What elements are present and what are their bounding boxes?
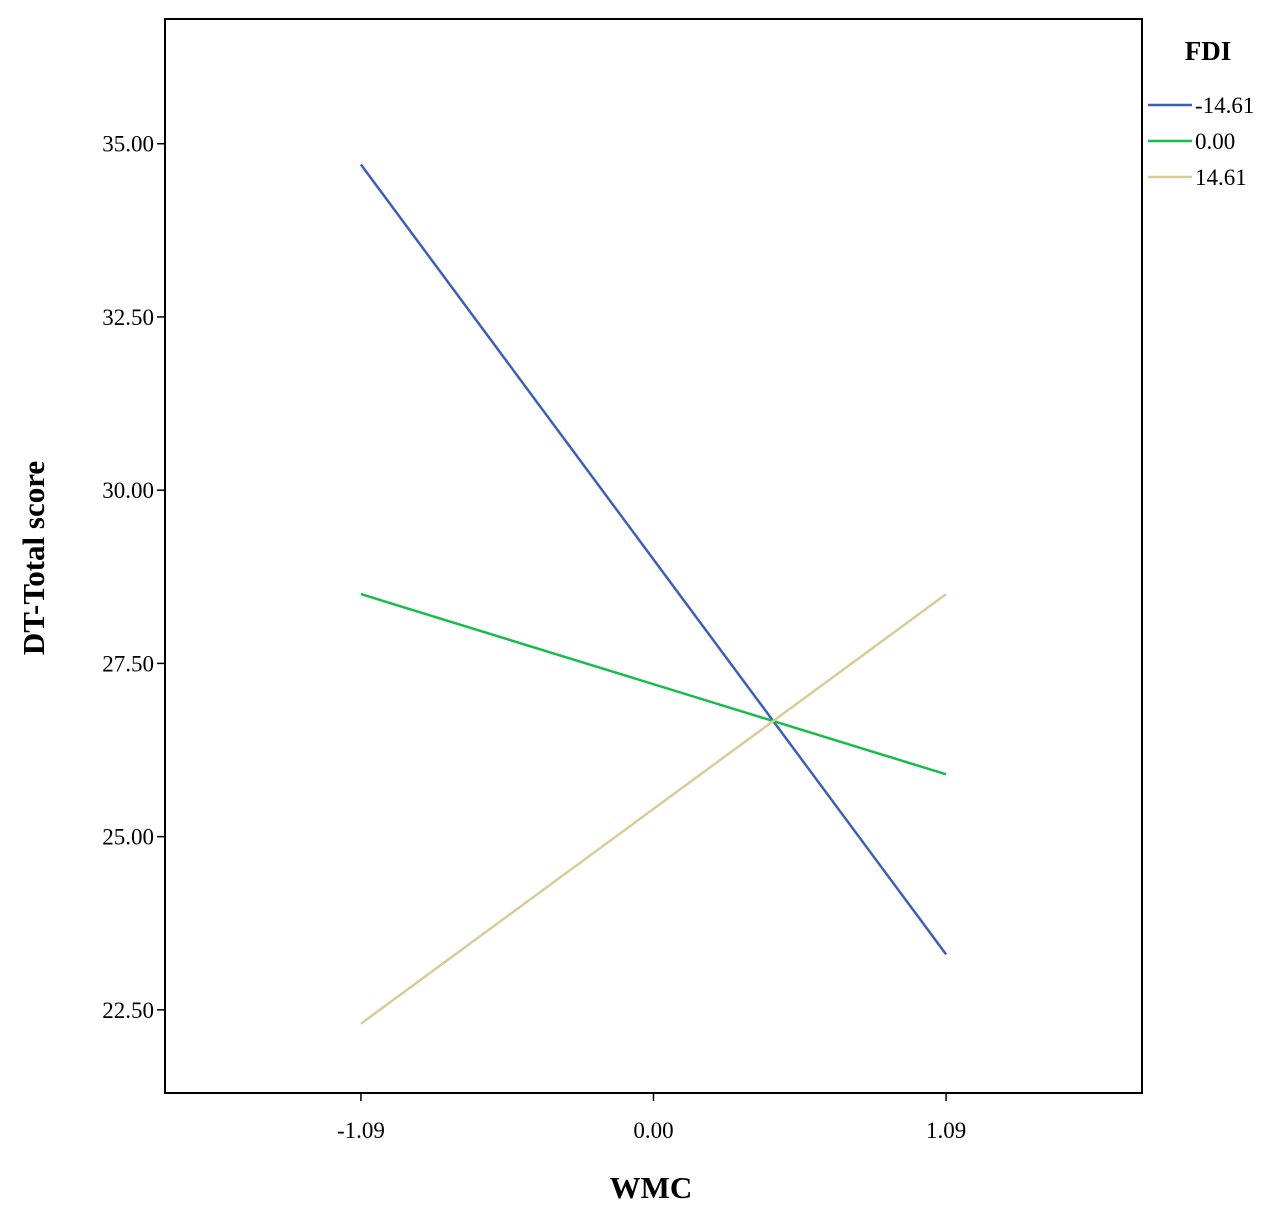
x-axis: -1.09 0.00 1.09 (337, 1093, 966, 1143)
series-lines (359, 163, 948, 1025)
y-axis-title: DT-Total score (16, 461, 51, 655)
legend-entry-label: 0.00 (1195, 129, 1235, 154)
series-line (360, 593, 947, 1025)
y-tick-label: 32.50 (102, 305, 154, 330)
y-tick-label: 35.00 (102, 132, 154, 157)
plot-frame (164, 18, 1143, 1094)
legend: FDI -14.61 0.00 14.61 (1148, 36, 1254, 190)
legend-title: FDI (1185, 36, 1232, 66)
series-line (359, 163, 948, 956)
y-axis: 22.50 25.00 27.50 30.00 32.50 35.00 (102, 132, 165, 1023)
x-tick-label: 1.09 (926, 1118, 966, 1143)
x-tick-label: -1.09 (337, 1118, 385, 1143)
legend-entry-label: -14.61 (1195, 93, 1254, 118)
x-axis-title: WMC (610, 1170, 693, 1205)
y-tick-label: 25.00 (102, 825, 154, 850)
y-tick-label: 30.00 (102, 478, 154, 503)
y-tick-label: 27.50 (102, 651, 154, 676)
y-tick-label: 22.50 (102, 998, 154, 1023)
series-line (360, 592, 947, 776)
x-tick-label: 0.00 (633, 1118, 673, 1143)
legend-entry-label: 14.61 (1195, 165, 1247, 190)
